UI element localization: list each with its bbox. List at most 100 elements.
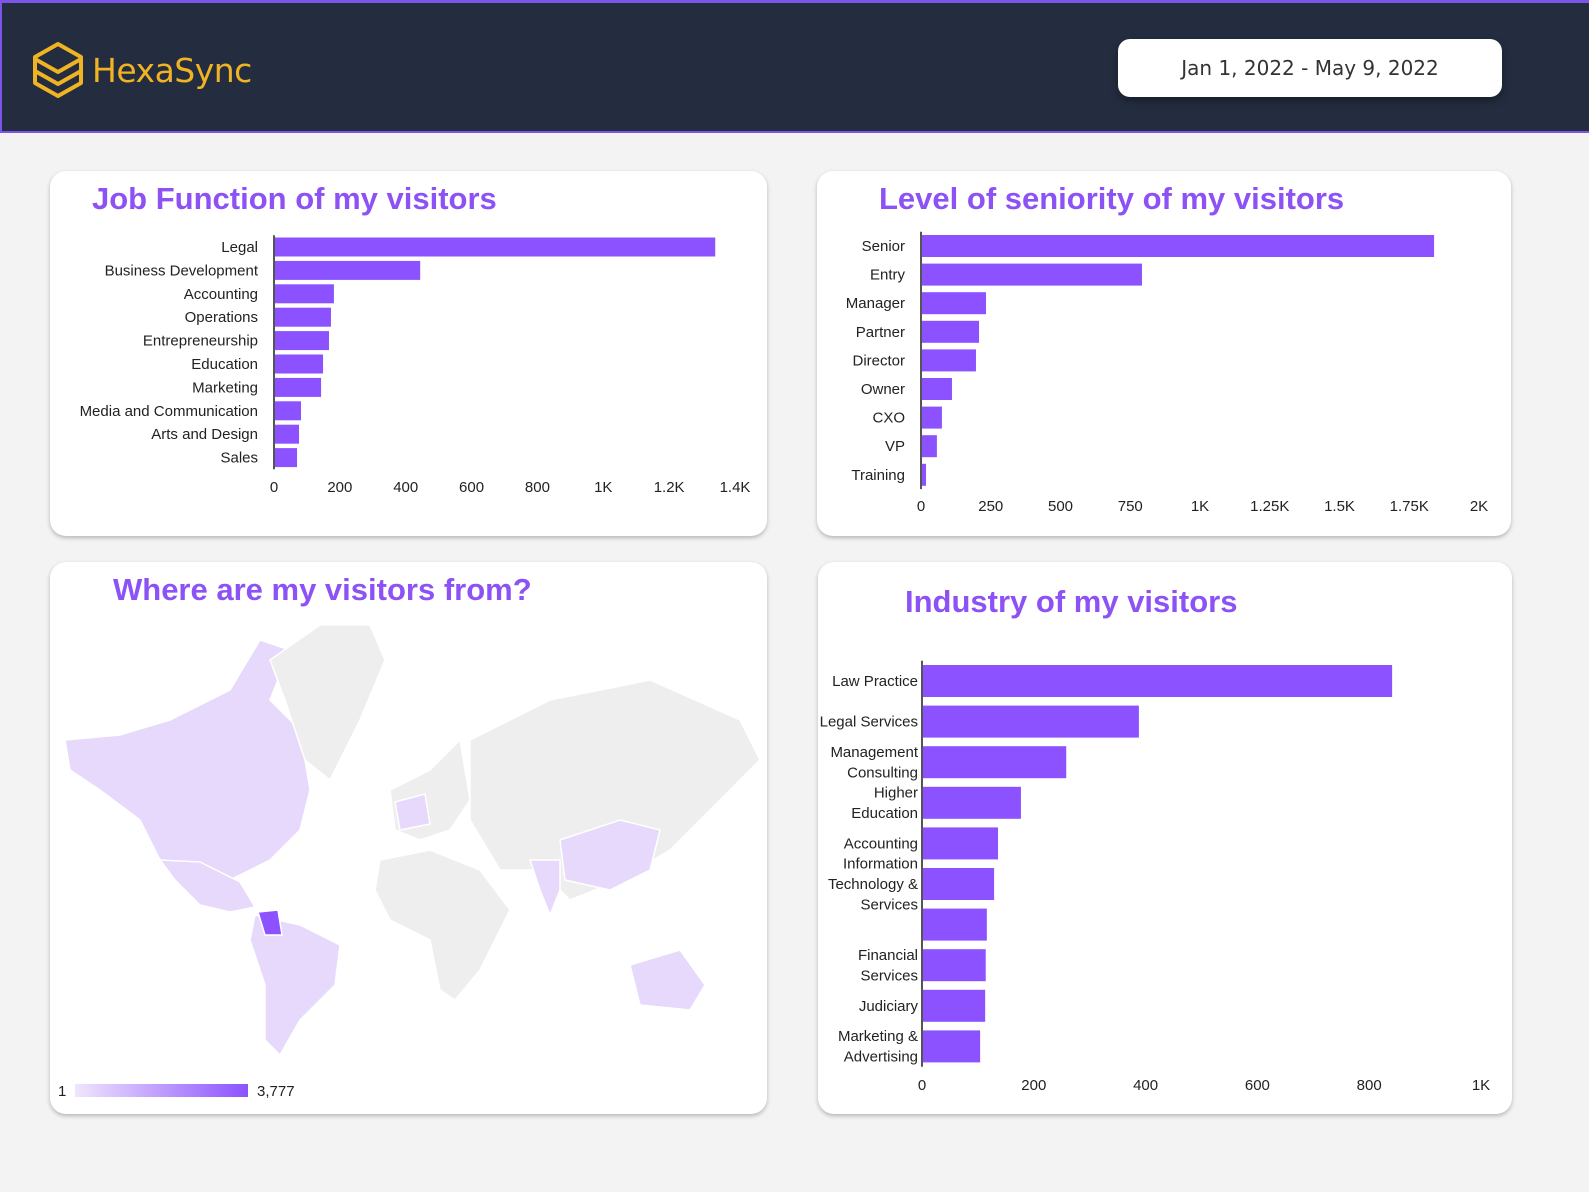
bar [922,705,1139,738]
bar [274,377,322,397]
logo[interactable]: HexaSync [32,41,252,99]
x-tick-label: 200 [1021,1077,1046,1094]
country-north-america[interactable] [64,639,311,907]
x-tick-label: 200 [327,479,352,496]
x-tick-label: 0 [918,1077,926,1094]
date-range-picker[interactable]: Jan 1, 2022 - May 9, 2022 [1118,39,1502,97]
category-label: Consulting [847,764,918,781]
category-label: Marketing [192,379,258,396]
category-label: Marketing & [838,1028,918,1045]
country-mexico[interactable] [158,859,257,913]
category-label: VP [885,438,905,455]
bar [921,263,1142,286]
bar [274,401,302,421]
legend-max: 3,777 [257,1083,295,1100]
bar [922,868,995,900]
country-colombia[interactable] [257,909,283,936]
country-india[interactable] [528,859,561,918]
x-tick-label: 400 [393,479,418,496]
card-title: Industry of my visitors [905,584,1238,619]
category-label: Senior [862,238,905,255]
country-africa[interactable] [374,849,511,1001]
category-label: Services [860,897,918,914]
category-label: Accounting [184,286,258,303]
bar [921,435,937,458]
bar [274,284,334,304]
category-label: Management [830,744,918,761]
category-label: Advertising [844,1049,918,1066]
x-tick-label: 1.4K [720,479,751,496]
card-title: Where are my visitors from? [113,572,532,607]
category-label: Partner [856,324,905,341]
bar [922,746,1067,779]
bar [274,331,329,351]
hexagon-layers-icon [33,42,83,98]
job-function-card: Job Function of my visitors Legal Busines… [50,171,767,536]
category-label: Legal [221,239,258,256]
category-label: Education [851,805,918,822]
category-label: Technology & [828,876,918,893]
bar [922,665,1393,697]
x-tick-label: 1.5K [1324,498,1355,515]
category-label: Higher [874,785,918,802]
country-australia[interactable] [629,949,706,1011]
category-label: Media and Communication [80,403,258,420]
category-label: Training [851,467,905,484]
x-tick-label: 1K [1191,498,1209,515]
category-label: Director [852,352,905,369]
x-tick-label: 250 [978,498,1003,515]
bar [274,424,300,444]
bar [922,1030,981,1063]
category-label: Entry [870,267,906,284]
category-label: Business Development [105,262,259,279]
industry-chart: Law Practice Legal Services Management Cons… [820,660,1490,1094]
country-south-america[interactable] [249,914,341,1057]
bar [922,827,999,860]
x-tick-label: 600 [459,479,484,496]
category-label: Financial [858,947,918,964]
bar [921,378,952,400]
x-tick-label: 800 [525,479,550,496]
card-title: Job Function of my visitors [92,181,497,216]
x-tick-label: 600 [1245,1077,1270,1094]
category-label: Arts and Design [151,426,258,443]
country-western-europe[interactable] [394,793,431,831]
country-asia[interactable] [469,679,761,901]
bar [922,786,1021,819]
category-label: Accounting [844,835,918,852]
bar [921,349,976,372]
brand-name: HexaSync [92,50,252,90]
bar [922,908,987,941]
x-tick-label: 0 [917,498,925,515]
legend-gradient [75,1084,248,1097]
x-tick-label: 2K [1470,498,1488,515]
x-tick-label: 500 [1048,498,1073,515]
country-china[interactable] [559,819,661,891]
industry-card: Industry of my visitors Law Practice Lega… [818,562,1512,1114]
bar [922,949,986,982]
country-greenland[interactable] [269,624,386,782]
category-label: Legal Services [820,714,918,731]
seniority-card: Level of seniority of my visitors Senior… [817,171,1511,536]
category-label: Sales [220,450,258,467]
bar [921,235,1435,257]
world-map[interactable]: 1 3,777 [50,562,767,1114]
x-tick-label: 1K [1472,1077,1490,1094]
bar [921,292,987,315]
card-title: Level of seniority of my visitors [879,181,1345,216]
bar [921,463,927,486]
legend-min: 1 [58,1083,66,1100]
bar [274,237,716,257]
x-tick-label: 750 [1118,498,1143,515]
category-label: Owner [861,381,905,398]
bar [921,320,980,343]
x-tick-label: 0 [270,479,278,496]
bar [921,406,942,429]
bar [274,260,421,280]
x-tick-label: 800 [1357,1077,1382,1094]
category-label: Services [860,967,918,984]
job-function-chart: Legal Business Development Accounting Opera… [80,235,751,496]
bar [274,307,331,327]
bar [274,448,298,468]
x-tick-label: 1.25K [1250,498,1289,515]
